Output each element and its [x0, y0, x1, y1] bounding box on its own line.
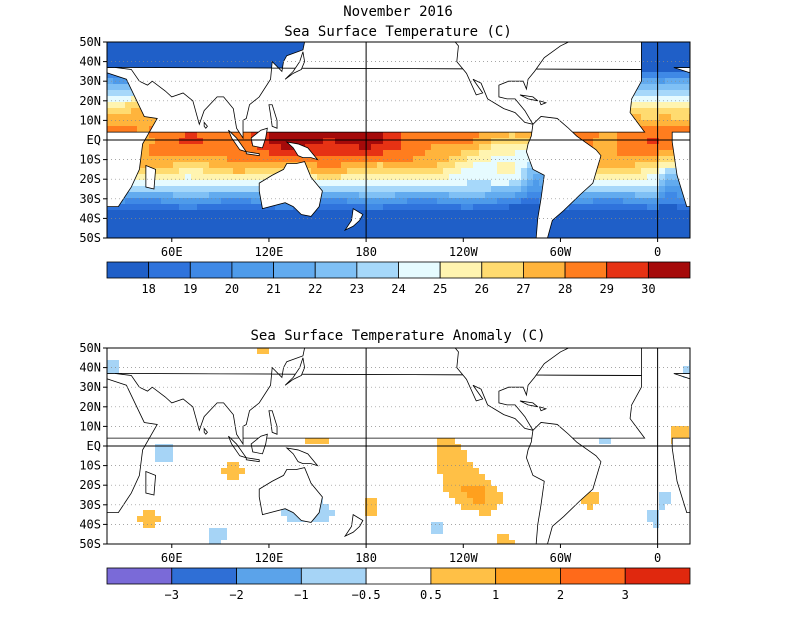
colorbar-swatch: [648, 262, 690, 278]
colorbar-swatch: [440, 262, 482, 278]
sst-map-chart: 50N 40N 30N 20N 10N EQ 10S 20S 30S 40S 50S 60E 120E 1…: [0, 0, 800, 300]
colorbar-swatch: [232, 262, 274, 278]
colorbar-label: 22: [308, 282, 322, 296]
colorbar-label: 19: [183, 282, 197, 296]
colorbar-label: −0.5: [352, 588, 381, 602]
colorbar-swatch: [399, 262, 441, 278]
lat-tick-label: 20N: [79, 94, 101, 108]
lon-tick-label: 120W: [449, 245, 479, 259]
lat-tick-label: 50N: [79, 35, 101, 49]
lat-tick-label: 50N: [79, 341, 101, 355]
lon-tick-label: 60W: [550, 245, 572, 259]
lat-tick-label: 30N: [79, 74, 101, 88]
lon-tick-label: 180: [355, 551, 377, 565]
colorbar-swatch: [301, 568, 366, 584]
colorbar-label: −3: [165, 588, 179, 602]
colorbar-swatch: [560, 568, 625, 584]
colorbar-label: 0.5: [420, 588, 442, 602]
colorbar-label: 1: [492, 588, 499, 602]
colorbar-swatch: [482, 262, 524, 278]
lat-tick-label: 10N: [79, 113, 101, 127]
lat-tick-label: 30S: [79, 192, 101, 206]
colorbar-label: 28: [558, 282, 572, 296]
lon-tick-label: 180: [355, 245, 377, 259]
lat-tick-label: 40N: [79, 55, 101, 69]
lat-tick-label: 20S: [79, 478, 101, 492]
colorbar-label: 25: [433, 282, 447, 296]
colorbar-swatch: [190, 262, 232, 278]
lon-tick-label: 60E: [161, 551, 183, 565]
colorbar-swatch: [172, 568, 237, 584]
colorbar-swatch: [315, 262, 357, 278]
colorbar-swatch: [565, 262, 607, 278]
colorbar-swatch: [107, 568, 172, 584]
colorbar-label: 3: [622, 588, 629, 602]
colorbar-swatch: [496, 568, 561, 584]
colorbar-swatch: [107, 262, 149, 278]
lon-tick-label: 120E: [254, 245, 283, 259]
colorbar-swatch: [237, 568, 302, 584]
colorbar-label: 30: [641, 282, 655, 296]
colorbar-label: 26: [475, 282, 489, 296]
lat-tick-label: 30S: [79, 498, 101, 512]
lat-tick-label: 40S: [79, 211, 101, 225]
colorbar-swatch: [149, 262, 191, 278]
lon-tick-label: 60E: [161, 245, 183, 259]
lat-tick-label: 40N: [79, 361, 101, 375]
colorbar-swatch: [366, 568, 431, 584]
colorbar-swatch: [625, 568, 690, 584]
colorbar-label: −1: [294, 588, 308, 602]
colorbar-label: 23: [350, 282, 364, 296]
lon-tick-label: 120W: [449, 551, 479, 565]
lon-tick-label: 0: [654, 551, 661, 565]
colorbar-swatch: [274, 262, 316, 278]
lon-tick-label: 0: [654, 245, 661, 259]
lat-tick-label: 30N: [79, 380, 101, 394]
colorbar-label: 21: [266, 282, 280, 296]
lat-tick-label: 40S: [79, 517, 101, 531]
lat-tick-label: 50S: [79, 537, 101, 551]
colorbar-swatch: [607, 262, 649, 278]
colorbar-label: 24: [391, 282, 405, 296]
lat-tick-label: 20N: [79, 400, 101, 414]
lat-tick-label: 10S: [79, 153, 101, 167]
colorbar-label: 27: [516, 282, 530, 296]
colorbar-label: 29: [599, 282, 613, 296]
lon-tick-label: 60W: [550, 551, 572, 565]
lat-tick-label: EQ: [87, 133, 101, 147]
colorbar-label: 20: [225, 282, 239, 296]
colorbar-label: 18: [141, 282, 155, 296]
lat-tick-label: 50S: [79, 231, 101, 245]
lat-tick-label: 10N: [79, 419, 101, 433]
lat-tick-label: 20S: [79, 172, 101, 186]
colorbar-swatch: [523, 262, 565, 278]
colorbar-swatch: [357, 262, 399, 278]
colorbar-label: 2: [557, 588, 564, 602]
sst-anomaly-map-chart: 50N 40N 30N 20N 10N EQ 10S 20S 30S 40S 50S 60E 120E 1…: [0, 306, 800, 618]
lon-tick-label: 120E: [254, 551, 283, 565]
colorbar-swatch: [431, 568, 496, 584]
colorbar-label: −2: [229, 588, 243, 602]
lat-tick-label: 10S: [79, 459, 101, 473]
lat-tick-label: EQ: [87, 439, 101, 453]
